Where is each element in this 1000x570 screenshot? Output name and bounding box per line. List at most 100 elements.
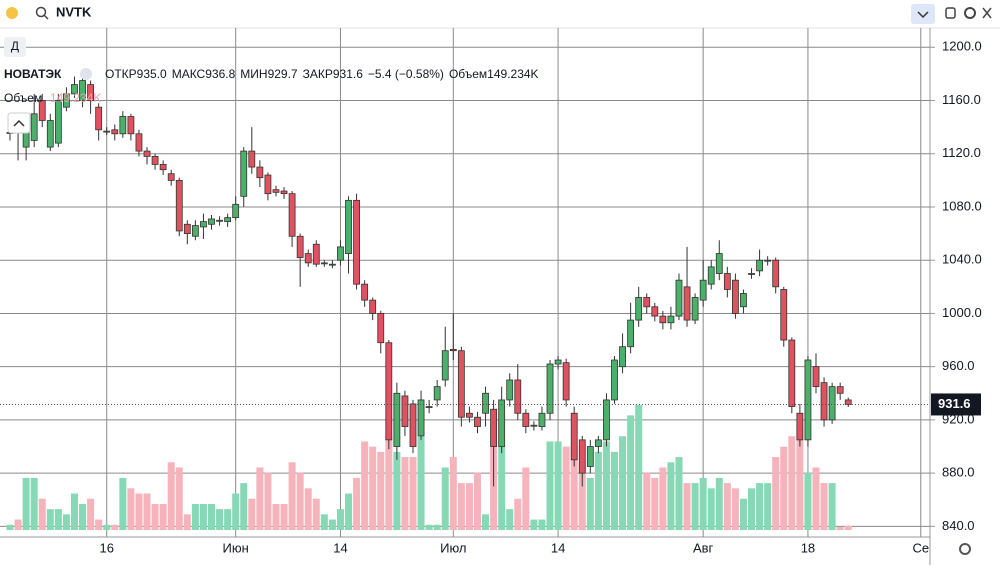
volume-bar	[498, 446, 506, 530]
candle-body	[264, 174, 272, 195]
interval-text[interactable]: Д	[11, 39, 19, 53]
volume-bar	[30, 477, 38, 530]
candle-body	[449, 348, 457, 352]
volume-bar	[522, 467, 530, 530]
candle-body	[79, 80, 86, 101]
y-tick-label: 880.0	[942, 465, 975, 480]
x-tick-label: 14	[333, 540, 347, 555]
candle-body	[95, 106, 103, 131]
candle-body	[651, 306, 659, 317]
candle-body	[667, 315, 675, 324]
volume-bar	[127, 488, 135, 530]
volume-bar	[240, 483, 248, 530]
candle-body	[554, 359, 562, 365]
candle-body	[457, 350, 465, 418]
candle-body	[546, 363, 554, 414]
candle-body	[232, 203, 240, 219]
volume-bar	[578, 462, 586, 530]
volume-bar	[191, 503, 199, 530]
candle-body	[216, 219, 223, 222]
candle-body	[200, 221, 207, 228]
volume-bar	[208, 503, 215, 530]
settings-button[interactable]	[964, 7, 976, 19]
candle-body	[683, 286, 691, 321]
volume-bar	[264, 472, 272, 530]
volume-bar	[812, 467, 820, 530]
candle-body	[498, 399, 506, 447]
x-tick-label: 14	[551, 540, 565, 555]
candle-body	[828, 386, 836, 421]
label: Объем	[449, 67, 487, 81]
candle-body	[611, 359, 618, 401]
time-axis	[0, 537, 930, 565]
volume-bar	[288, 462, 296, 530]
toolbar	[0, 0, 1000, 28]
y-tick-label: 1120.0	[942, 145, 981, 160]
volume-bar	[731, 488, 739, 530]
volume-bar	[804, 472, 812, 530]
volume-bar	[570, 446, 578, 530]
volume-bar	[328, 519, 336, 530]
symbol: НОВАТЭК	[4, 67, 62, 81]
volume-value: 149.234K	[50, 91, 101, 105]
volume-bar	[296, 472, 304, 530]
candle-body	[280, 190, 288, 195]
close-button[interactable]	[982, 7, 992, 19]
volume-label: Объем	[4, 91, 42, 105]
volume-bar	[586, 477, 594, 530]
volume-bar	[723, 483, 731, 530]
last-price-label: 931.6	[938, 396, 971, 411]
volume-bar	[554, 441, 562, 530]
value: 935.0	[137, 67, 167, 81]
candle-body	[820, 382, 828, 421]
volume-bar	[425, 524, 433, 530]
candle-body	[482, 392, 489, 414]
value: 149.234K	[487, 67, 538, 81]
search-icon	[43, 14, 49, 20]
volume-bar	[465, 483, 473, 530]
y-tick-label: 1080.0	[942, 198, 982, 213]
volume-bar	[594, 451, 602, 530]
candle-body	[780, 289, 788, 341]
volume-bar	[506, 509, 514, 530]
candle-body	[740, 293, 747, 308]
volume-bar	[22, 477, 30, 530]
volume-bar	[336, 509, 344, 530]
volume-bar	[361, 441, 369, 530]
search-icon[interactable]	[35, 6, 47, 18]
candle-body	[748, 273, 755, 275]
candle-body	[46, 120, 54, 148]
dropdown-button[interactable]	[911, 4, 935, 24]
volume-bar	[417, 436, 425, 530]
y-tick-label: 840.0	[942, 518, 975, 533]
volume-bar	[627, 415, 635, 530]
candle-body	[111, 129, 119, 135]
volume-bar	[272, 503, 280, 530]
volume-bar	[79, 503, 87, 530]
volume-bar	[304, 488, 312, 530]
volume-bar	[70, 493, 78, 530]
volume-bar	[449, 457, 457, 530]
candle-body	[812, 366, 820, 388]
volume-bar	[836, 526, 844, 530]
volume-bar	[820, 483, 828, 530]
search-text[interactable]: NVTK	[56, 4, 92, 19]
volume-bars	[6, 405, 852, 530]
interval-button[interactable]	[4, 37, 26, 57]
y-tick-label: 1000.0	[942, 305, 982, 320]
candle-body	[159, 163, 167, 171]
volume-bar	[546, 441, 554, 530]
volume-bar	[643, 472, 651, 530]
volume-bar	[167, 462, 175, 530]
candle-body	[530, 424, 538, 427]
candle-body	[369, 299, 377, 314]
volume-bar	[772, 457, 780, 530]
volume-bar	[111, 524, 119, 530]
axis-settings[interactable]	[959, 543, 971, 555]
volume-bar	[256, 467, 264, 530]
candle-body	[627, 319, 635, 348]
collapse-button[interactable]	[7, 112, 31, 134]
candle-body	[764, 259, 772, 262]
window-button[interactable]	[945, 7, 956, 19]
